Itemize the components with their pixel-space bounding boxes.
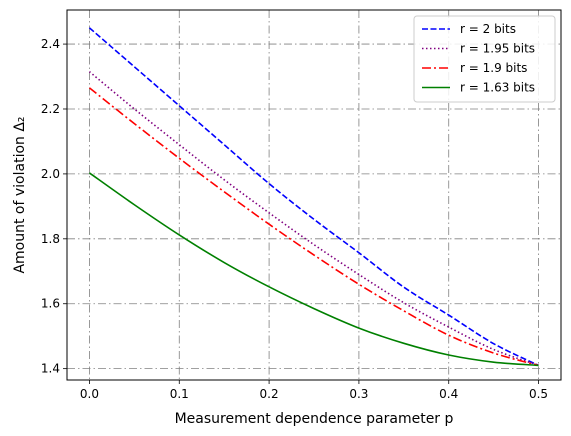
x-tick-label: 0.0 xyxy=(80,387,99,401)
y-tick-label: 1.8 xyxy=(41,232,60,246)
x-tick-label: 0.1 xyxy=(170,387,189,401)
legend-label-3: r = 1.9 bits xyxy=(460,61,527,75)
plot-series xyxy=(88,27,539,367)
plot-frame xyxy=(66,9,562,381)
legend: r = 2 bits r = 1.95 bits r = 1.9 bits r = 1… xyxy=(413,15,556,103)
x-tick-label: 0.2 xyxy=(260,387,279,401)
y-tick-label: 2.4 xyxy=(41,37,60,51)
series-line-4 xyxy=(88,172,539,367)
y-tick-label: 2.0 xyxy=(41,167,60,181)
legend-label-4: r = 1.63 bits xyxy=(460,81,535,95)
x-axis-label: Measurement dependence parameter p xyxy=(175,411,454,427)
axis-ticks: 0.0 0.1 0.2 0.3 0.4 0.5 1.4 1.6 1.8 2.0 2.2 2.4 xyxy=(41,37,548,401)
series-line-1 xyxy=(88,27,539,367)
y-axis-label: Amount of violation Δ₂ xyxy=(12,116,28,273)
legend-box xyxy=(413,15,556,103)
x-tick-label: 0.4 xyxy=(439,387,458,401)
x-tick-label: 0.5 xyxy=(529,387,548,401)
series-line-3 xyxy=(88,87,539,367)
y-tick-label: 2.2 xyxy=(41,102,60,116)
y-tick-label: 1.4 xyxy=(41,362,60,376)
y-tick-label: 1.6 xyxy=(41,297,60,311)
series-line-2 xyxy=(88,71,539,367)
x-tick-label: 0.3 xyxy=(349,387,368,401)
legend-label-1: r = 2 bits xyxy=(460,22,516,36)
legend-label-2: r = 1.95 bits xyxy=(460,42,535,56)
grid-lines xyxy=(67,10,561,380)
